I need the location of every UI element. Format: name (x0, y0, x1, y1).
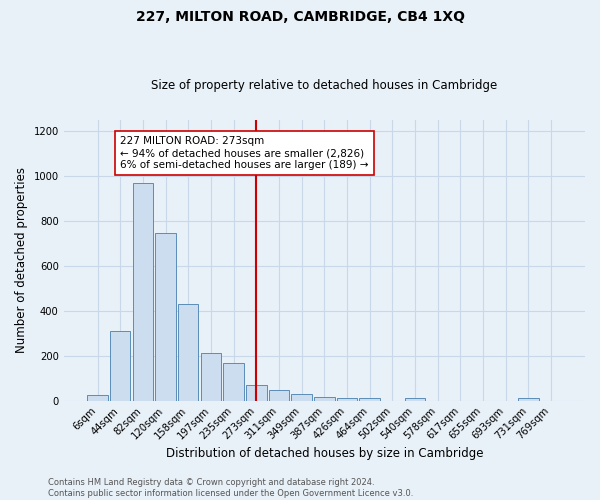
Bar (269, 390, 289, 401)
Bar (88, 396, 108, 401)
Y-axis label: Number of detached properties: Number of detached properties (15, 168, 28, 354)
Text: 227, MILTON ROAD, CAMBRIDGE, CB4 1XQ: 227, MILTON ROAD, CAMBRIDGE, CB4 1XQ (136, 10, 464, 24)
Text: Contains HM Land Registry data © Crown copyright and database right 2024.
Contai: Contains HM Land Registry data © Crown c… (48, 478, 413, 498)
Bar (314, 397, 335, 401)
Bar (337, 398, 357, 401)
Bar (223, 363, 244, 401)
Bar (292, 394, 312, 401)
Bar (155, 232, 176, 401)
Bar (518, 398, 539, 401)
Text: 227 MILTON ROAD: 273sqm
← 94% of detached houses are smaller (2,826)
6% of semi-: 227 MILTON ROAD: 273sqm ← 94% of detache… (120, 136, 369, 170)
X-axis label: Distribution of detached houses by size in Cambridge: Distribution of detached houses by size … (166, 447, 483, 460)
Title: Size of property relative to detached houses in Cambridge: Size of property relative to detached ho… (151, 79, 497, 92)
Bar (246, 385, 266, 401)
Bar (359, 398, 380, 401)
Bar (201, 352, 221, 401)
Bar (405, 398, 425, 401)
Bar (133, 182, 153, 401)
Bar (110, 331, 130, 401)
Bar (178, 304, 199, 401)
